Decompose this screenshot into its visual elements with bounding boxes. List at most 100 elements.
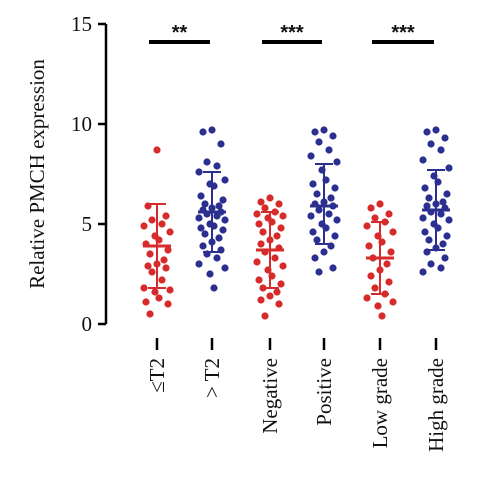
data-point <box>320 248 328 256</box>
data-point <box>155 236 163 244</box>
data-point <box>325 210 333 218</box>
data-point <box>437 146 445 154</box>
data-point <box>166 228 174 236</box>
data-point <box>213 254 221 262</box>
data-point <box>197 192 205 200</box>
data-point <box>213 162 221 170</box>
data-point <box>266 292 274 300</box>
data-point <box>255 276 263 284</box>
data-point <box>381 218 389 226</box>
data-point <box>261 248 269 256</box>
data-point <box>255 220 263 228</box>
data-point <box>313 236 321 244</box>
data-point <box>217 140 225 148</box>
data-point <box>383 260 391 268</box>
data-point <box>434 178 442 186</box>
data-point <box>261 204 269 212</box>
data-point <box>164 300 172 308</box>
data-point <box>419 214 427 222</box>
data-point <box>376 266 384 274</box>
data-point <box>257 198 265 206</box>
data-point <box>213 212 221 220</box>
data-point <box>259 284 267 292</box>
data-point <box>315 268 323 276</box>
data-point <box>365 242 373 250</box>
data-point <box>315 206 323 214</box>
data-point <box>333 158 341 166</box>
data-point <box>329 264 337 272</box>
data-point <box>215 234 223 242</box>
data-point <box>329 132 337 140</box>
data-point <box>210 222 218 230</box>
data-point <box>153 260 161 268</box>
category-label: ≤T2 <box>145 358 169 393</box>
data-point <box>166 286 174 294</box>
data-point <box>197 224 205 232</box>
data-point <box>219 226 227 234</box>
data-point <box>160 256 168 264</box>
data-point <box>142 240 150 248</box>
data-point <box>331 232 339 240</box>
data-point <box>195 168 203 176</box>
data-point <box>203 158 211 166</box>
data-point <box>146 250 154 258</box>
data-point <box>318 166 326 174</box>
data-point <box>367 272 375 280</box>
data-point <box>315 138 323 146</box>
data-point <box>268 218 276 226</box>
data-point <box>327 242 335 250</box>
data-point <box>374 232 382 240</box>
data-point <box>309 180 317 188</box>
data-point <box>201 230 209 238</box>
category-label: Low grade <box>368 358 392 448</box>
data-point <box>363 294 371 302</box>
data-point <box>443 232 451 240</box>
data-point <box>371 214 379 222</box>
data-point <box>423 128 431 136</box>
data-point <box>257 240 265 248</box>
data-point <box>419 156 427 164</box>
data-point <box>434 224 442 232</box>
data-point <box>441 254 449 262</box>
data-point <box>195 214 203 222</box>
data-point <box>437 210 445 218</box>
data-point <box>140 284 148 292</box>
data-point <box>217 246 225 254</box>
data-point <box>199 128 207 136</box>
data-point <box>219 196 227 204</box>
data-point <box>421 228 429 236</box>
data-point <box>421 184 429 192</box>
data-point <box>151 288 159 296</box>
data-point <box>322 224 330 232</box>
y-tick-label: 0 <box>82 312 93 336</box>
data-point <box>210 182 218 190</box>
data-point <box>311 254 319 262</box>
data-point <box>257 296 265 304</box>
data-point <box>195 260 203 268</box>
data-point <box>423 248 431 256</box>
data-point <box>387 248 395 256</box>
data-point <box>425 236 433 244</box>
data-point <box>309 228 317 236</box>
axis-layer: 0 5 10 15 Relative PMCH expression <box>25 12 438 350</box>
data-point <box>439 198 447 206</box>
data-point <box>221 176 229 184</box>
data-point <box>203 250 211 258</box>
data-point <box>164 246 172 254</box>
data-point <box>320 126 328 134</box>
data-point <box>277 224 285 232</box>
data-point <box>371 284 379 292</box>
y-axis-title: Relative PMCH expression <box>25 59 49 289</box>
data-point <box>215 202 223 210</box>
data-point <box>158 276 166 284</box>
data-point <box>259 228 267 236</box>
data-point <box>425 194 433 202</box>
data-point <box>385 278 393 286</box>
data-point <box>327 194 335 202</box>
data-point <box>441 204 449 212</box>
data-point <box>162 264 170 272</box>
data-point <box>275 300 283 308</box>
data-point <box>208 238 216 246</box>
data-point <box>443 190 451 198</box>
